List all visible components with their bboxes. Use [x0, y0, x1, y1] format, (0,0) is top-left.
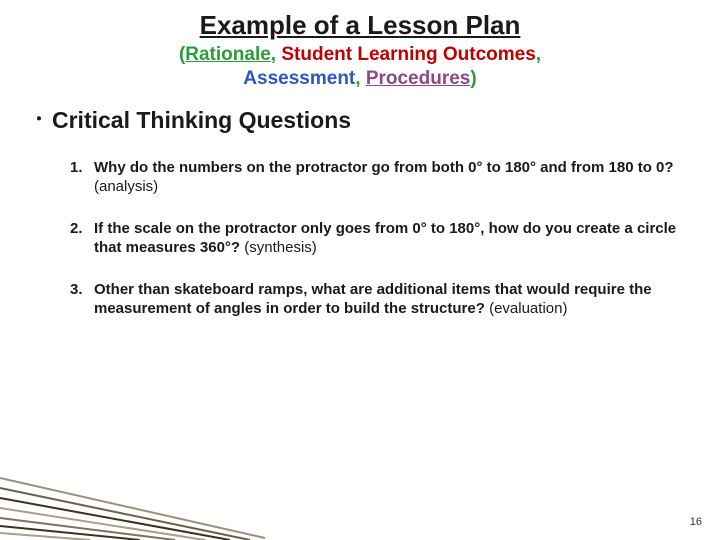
item-text: Other than skateboard ramps, what are ad…: [94, 281, 652, 318]
item-number: 2.: [70, 219, 83, 239]
corner-accent: [0, 460, 270, 540]
item-tag: (analysis): [94, 178, 158, 195]
list-item: 3. Other than skateboard ramps, what are…: [70, 280, 680, 319]
close-paren: ): [470, 68, 476, 89]
comma-2: ,: [536, 44, 541, 65]
subtitle-outcomes: Student Learning Outcomes: [281, 44, 535, 65]
comma-1: ,: [271, 44, 282, 65]
subtitle-procedures: Procedures: [366, 68, 471, 89]
item-text: Why do the numbers on the protractor go …: [94, 159, 674, 176]
list-item: 1. Why do the numbers on the protractor …: [70, 158, 680, 197]
bullet-icon: ･: [34, 103, 52, 132]
item-tag: (synthesis): [244, 239, 317, 256]
questions-list: 1. Why do the numbers on the protractor …: [70, 158, 680, 319]
section-header: ･Critical Thinking Questions: [34, 103, 720, 134]
page-number: 16: [690, 516, 702, 528]
comma-3: ,: [355, 68, 366, 89]
subtitle-assessment: Assessment: [243, 68, 355, 89]
item-tag: (evaluation): [489, 300, 567, 317]
list-item: 2. If the scale on the protractor only g…: [70, 219, 680, 258]
subtitle-rationale: Rationale: [185, 44, 271, 65]
section-header-text: Critical Thinking Questions: [52, 107, 351, 133]
item-number: 3.: [70, 280, 83, 300]
item-text: If the scale on the protractor only goes…: [94, 220, 676, 257]
item-number: 1.: [70, 158, 83, 178]
slide-title: Example of a Lesson Plan: [0, 0, 720, 41]
slide-subtitle: (Rationale, Student Learning Outcomes, A…: [0, 43, 720, 91]
